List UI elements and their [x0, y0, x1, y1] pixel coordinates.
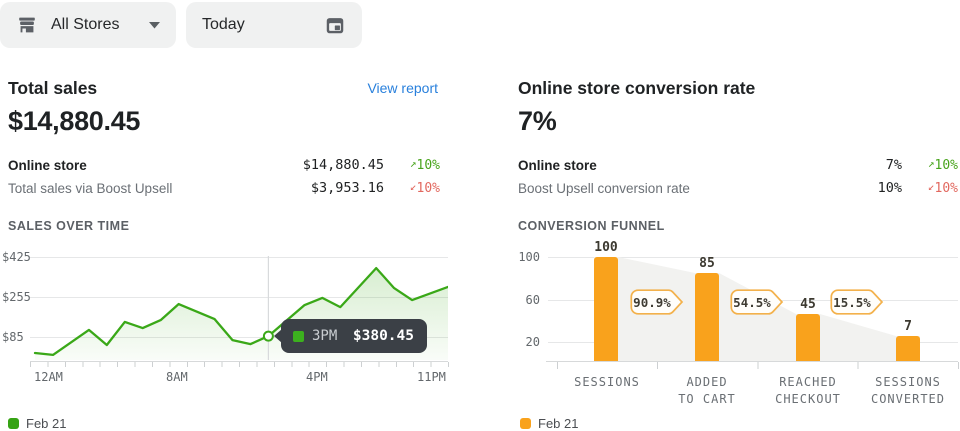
row-value: $14,880.45	[302, 157, 384, 173]
funnel-ytick-60: 60	[525, 293, 540, 307]
calendar-icon	[324, 14, 346, 36]
funnel-bar-value: 85	[699, 256, 715, 271]
sales-legend-feb21[interactable]: Feb 21	[8, 416, 66, 431]
row-label: Online store	[518, 157, 597, 173]
sales-xtick-12am: 12AM	[34, 370, 63, 384]
row-label: Total sales via Boost Upsell	[8, 180, 173, 196]
total-sales-value: $14,880.45	[8, 106, 141, 136]
tooltip-time: 3PM	[312, 328, 338, 344]
legend-swatch-green	[8, 418, 19, 429]
sales-row-boost-upsell[interactable]: Total sales via Boost Upsell $3,953.16 ↙…	[8, 178, 440, 198]
funnel-bar-value: 7	[904, 319, 912, 334]
tooltip-series-swatch	[293, 330, 304, 342]
sales-x-ticks	[30, 362, 449, 367]
funnel-x-axis	[546, 361, 958, 362]
drop-rate-badge: 90.9%	[630, 289, 684, 315]
sales-row-online-store[interactable]: Online store $14,880.45 ↗10%	[8, 155, 440, 175]
row-label: Boost Upsell conversion rate	[518, 180, 690, 196]
conversion-rate-title: Online store conversion rate	[518, 78, 756, 98]
legend-label: Feb 21	[26, 416, 67, 431]
legend-label: Feb 21	[538, 416, 579, 431]
gridline	[548, 257, 958, 258]
funnel-cat-reached-checkout: REACHED CHECKOUT	[775, 375, 841, 406]
sales-x-axis	[30, 361, 448, 362]
sales-xtick-11pm: 11PM	[417, 370, 446, 384]
funnel-ytick-20: 20	[525, 335, 540, 349]
store-icon	[16, 14, 38, 36]
drop-rate-badge: 54.5%	[730, 289, 784, 315]
arrow-down-icon: ↙	[927, 180, 935, 193]
highlight-marker	[262, 330, 274, 342]
arrow-up-icon: ↗	[409, 157, 417, 170]
total-sales-title: Total sales	[8, 78, 98, 98]
funnel-legend-feb21[interactable]: Feb 21	[520, 416, 578, 431]
funnel-x-ticks	[557, 362, 960, 369]
tooltip-value: $380.45	[352, 328, 414, 344]
row-value: 10%	[877, 180, 902, 196]
drop-rate-badge: 15.5%	[830, 289, 884, 315]
view-report-link[interactable]: View report	[367, 80, 438, 96]
conversion-funnel-title: CONVERSION FUNNEL	[518, 219, 665, 233]
store-filter-label: All Stores	[51, 16, 120, 33]
drop-rate-label: 54.5%	[733, 294, 771, 310]
drop-rate-label: 90.9%	[633, 294, 671, 310]
funnel-cat-added-to-cart: ADDED TO CART	[678, 375, 736, 406]
legend-swatch-orange	[520, 418, 531, 429]
row-change-down: ↙10%	[409, 180, 440, 196]
sales-ytick-425: $425	[2, 250, 31, 264]
conversion-rate-value: 7%	[518, 106, 557, 136]
tooltip-arrow	[274, 329, 282, 343]
drop-rate-label: 15.5%	[833, 294, 871, 310]
sales-xtick-4pm: 4PM	[306, 370, 328, 384]
chart-tooltip: 3PM $380.45	[274, 319, 427, 353]
row-change-down: ↙10%	[927, 180, 958, 196]
funnel-cat-sessions: SESSIONS	[574, 375, 640, 389]
row-change-up: ↗10%	[927, 157, 958, 173]
date-filter-button[interactable]: Today	[186, 2, 362, 48]
funnel-bar-value: 100	[594, 240, 618, 255]
store-filter-button[interactable]: All Stores	[0, 2, 176, 48]
funnel-ytick-100: 100	[518, 250, 540, 264]
date-filter-label: Today	[202, 16, 245, 33]
sales-xtick-8am: 8AM	[166, 370, 188, 384]
funnel-bar[interactable]	[796, 314, 820, 361]
sales-ytick-85: $85	[2, 330, 24, 344]
funnel-bar-value: 45	[800, 297, 816, 312]
conversion-row-boost-upsell[interactable]: Boost Upsell conversion rate 10% ↙10%	[518, 178, 958, 198]
arrow-up-icon: ↗	[927, 157, 935, 170]
row-change-up: ↗10%	[409, 157, 440, 173]
funnel-bar[interactable]	[695, 273, 719, 361]
chevron-down-icon	[149, 21, 160, 29]
conversion-row-online-store[interactable]: Online store 7% ↗10%	[518, 155, 958, 175]
sales-line-path	[33, 266, 448, 357]
row-value: 7%	[885, 157, 902, 173]
row-value: $3,953.16	[310, 180, 384, 196]
gridline	[30, 257, 448, 258]
gridline	[30, 337, 448, 338]
sales-over-time-title: SALES OVER TIME	[8, 219, 130, 233]
arrow-down-icon: ↙	[409, 180, 417, 193]
funnel-bar[interactable]	[896, 336, 920, 361]
funnel-bar[interactable]	[594, 257, 618, 361]
gridline	[30, 297, 448, 298]
sales-ytick-255: $255	[2, 290, 31, 304]
funnel-cat-sessions-converted: SESSIONS CONVERTED	[870, 375, 946, 406]
row-label: Online store	[8, 157, 87, 173]
